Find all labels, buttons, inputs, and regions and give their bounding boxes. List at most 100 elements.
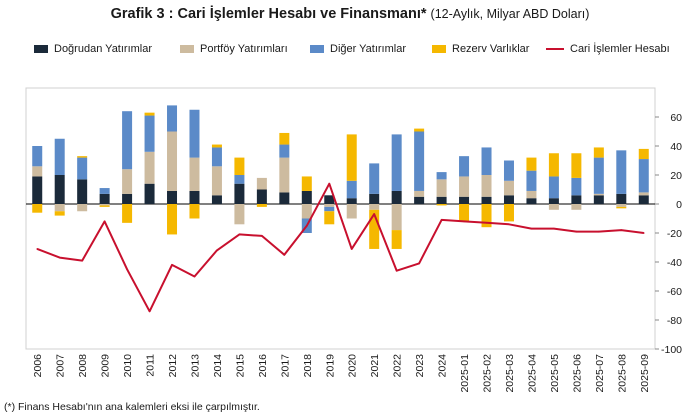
bar-direct xyxy=(436,196,447,204)
bar-direct xyxy=(616,193,627,204)
line-current-account xyxy=(36,182,644,313)
bar-other xyxy=(122,111,133,170)
legend-item-direct-investment: Doğrudan Yatırımlar xyxy=(34,43,152,55)
x-tick-label: 2016 xyxy=(257,354,269,378)
x-tick-label: 2025-02 xyxy=(482,354,494,393)
bar-reserve xyxy=(593,147,604,158)
bar-direct xyxy=(144,183,155,204)
bar-reserve xyxy=(54,211,65,216)
bar-other xyxy=(503,160,514,181)
x-tick-label: 2007 xyxy=(55,354,67,378)
x-tick-label: 2010 xyxy=(122,354,134,378)
x-tick-label: 2017 xyxy=(279,354,291,378)
y-tick-label: 60 xyxy=(670,112,682,124)
x-tick-label: 2024 xyxy=(437,354,449,378)
bar-portfolio xyxy=(369,204,380,210)
legend-item-portfolio-investment: Portföy Yatırımları xyxy=(180,43,288,55)
bar-reserve xyxy=(279,132,290,145)
y-tick-label: 0 xyxy=(676,199,682,211)
point-current-account xyxy=(306,224,308,227)
bar-reserve xyxy=(122,204,133,223)
x-tick-label: 2025-09 xyxy=(639,354,651,393)
point-current-account xyxy=(261,235,263,237)
bar-other xyxy=(99,188,110,194)
legend-label-portfolio-investment: Portföy Yatırımları xyxy=(200,43,288,55)
bar-other xyxy=(54,138,65,175)
x-tick-label: 2013 xyxy=(190,354,202,378)
bar-other xyxy=(279,144,290,158)
point-current-account xyxy=(575,230,578,233)
legend-item-reserve-assets: Rezerv Varlıklar xyxy=(432,43,529,55)
y-tick-label: -80 xyxy=(667,315,682,327)
x-tick-label: 2025-06 xyxy=(571,354,583,393)
bar-other xyxy=(144,115,155,152)
legend-swatch-current-account xyxy=(546,48,564,50)
x-tick-label: 2009 xyxy=(100,354,112,378)
bar-other xyxy=(548,176,559,199)
bar-reserve xyxy=(548,153,559,177)
bar-direct xyxy=(571,195,582,204)
bar-portfolio xyxy=(77,204,88,212)
plot-frame xyxy=(25,87,656,350)
bar-direct xyxy=(189,190,200,204)
point-current-account xyxy=(81,259,83,262)
chart-subtitle: (12-Aylık, Milyar ABD Doları) xyxy=(430,7,590,21)
bar-other xyxy=(593,157,604,194)
bar-portfolio xyxy=(279,157,290,193)
bar-direct xyxy=(234,183,245,204)
bar-other xyxy=(459,156,470,177)
bar-portfolio xyxy=(593,193,604,196)
bar-portfolio xyxy=(616,204,627,207)
bar-reserve xyxy=(144,112,155,116)
bar-direct xyxy=(167,190,178,204)
bar-reserve xyxy=(526,157,537,171)
bar-reserve xyxy=(391,230,402,249)
bar-portfolio xyxy=(414,190,425,197)
bar-other xyxy=(526,170,537,191)
bar-reserve xyxy=(211,144,222,148)
y-tick-label: -40 xyxy=(667,257,682,269)
bar-other xyxy=(481,147,492,175)
point-current-account xyxy=(642,232,645,234)
point-current-account xyxy=(103,220,106,223)
bar-portfolio xyxy=(638,192,649,196)
x-tick-label: 2023 xyxy=(414,354,426,378)
x-tick-label: 2022 xyxy=(392,354,404,378)
x-tick-label: 2018 xyxy=(302,354,314,378)
legend-swatch-portfolio-investment xyxy=(180,45,194,53)
point-current-account xyxy=(440,219,443,221)
bar-portfolio xyxy=(211,166,222,196)
point-current-account xyxy=(36,248,39,250)
bar-direct xyxy=(638,195,649,204)
bar-reserve xyxy=(369,209,380,249)
point-current-account xyxy=(485,222,488,224)
x-tick-label: 2021 xyxy=(369,354,381,378)
bar-portfolio xyxy=(481,175,492,197)
point-current-account xyxy=(508,223,510,226)
bar-portfolio xyxy=(571,204,582,210)
x-tick-label: 2006 xyxy=(32,354,44,378)
bar-reserve xyxy=(616,206,627,209)
bar-other xyxy=(571,177,582,196)
bar-portfolio xyxy=(391,204,402,231)
x-tick-label: 2025-03 xyxy=(504,354,516,393)
legend-label-current-account: Cari İşlemler Hesabı xyxy=(570,43,670,55)
bar-reserve xyxy=(32,204,43,213)
point-current-account xyxy=(216,249,218,252)
bar-portfolio xyxy=(346,204,357,219)
x-tick-label: 2015 xyxy=(234,354,246,378)
bar-direct xyxy=(301,190,312,204)
bar-other xyxy=(234,175,245,184)
bar-reserve xyxy=(167,204,178,235)
point-current-account xyxy=(171,264,173,266)
bar-portfolio xyxy=(167,131,178,191)
bar-portfolio xyxy=(436,179,447,197)
bar-direct xyxy=(256,189,267,204)
point-current-account xyxy=(620,229,623,231)
bar-other xyxy=(638,159,649,193)
bar-other xyxy=(324,206,335,212)
bar-other xyxy=(32,146,43,167)
y-tick-label: 40 xyxy=(670,141,682,153)
bar-direct xyxy=(211,195,222,204)
